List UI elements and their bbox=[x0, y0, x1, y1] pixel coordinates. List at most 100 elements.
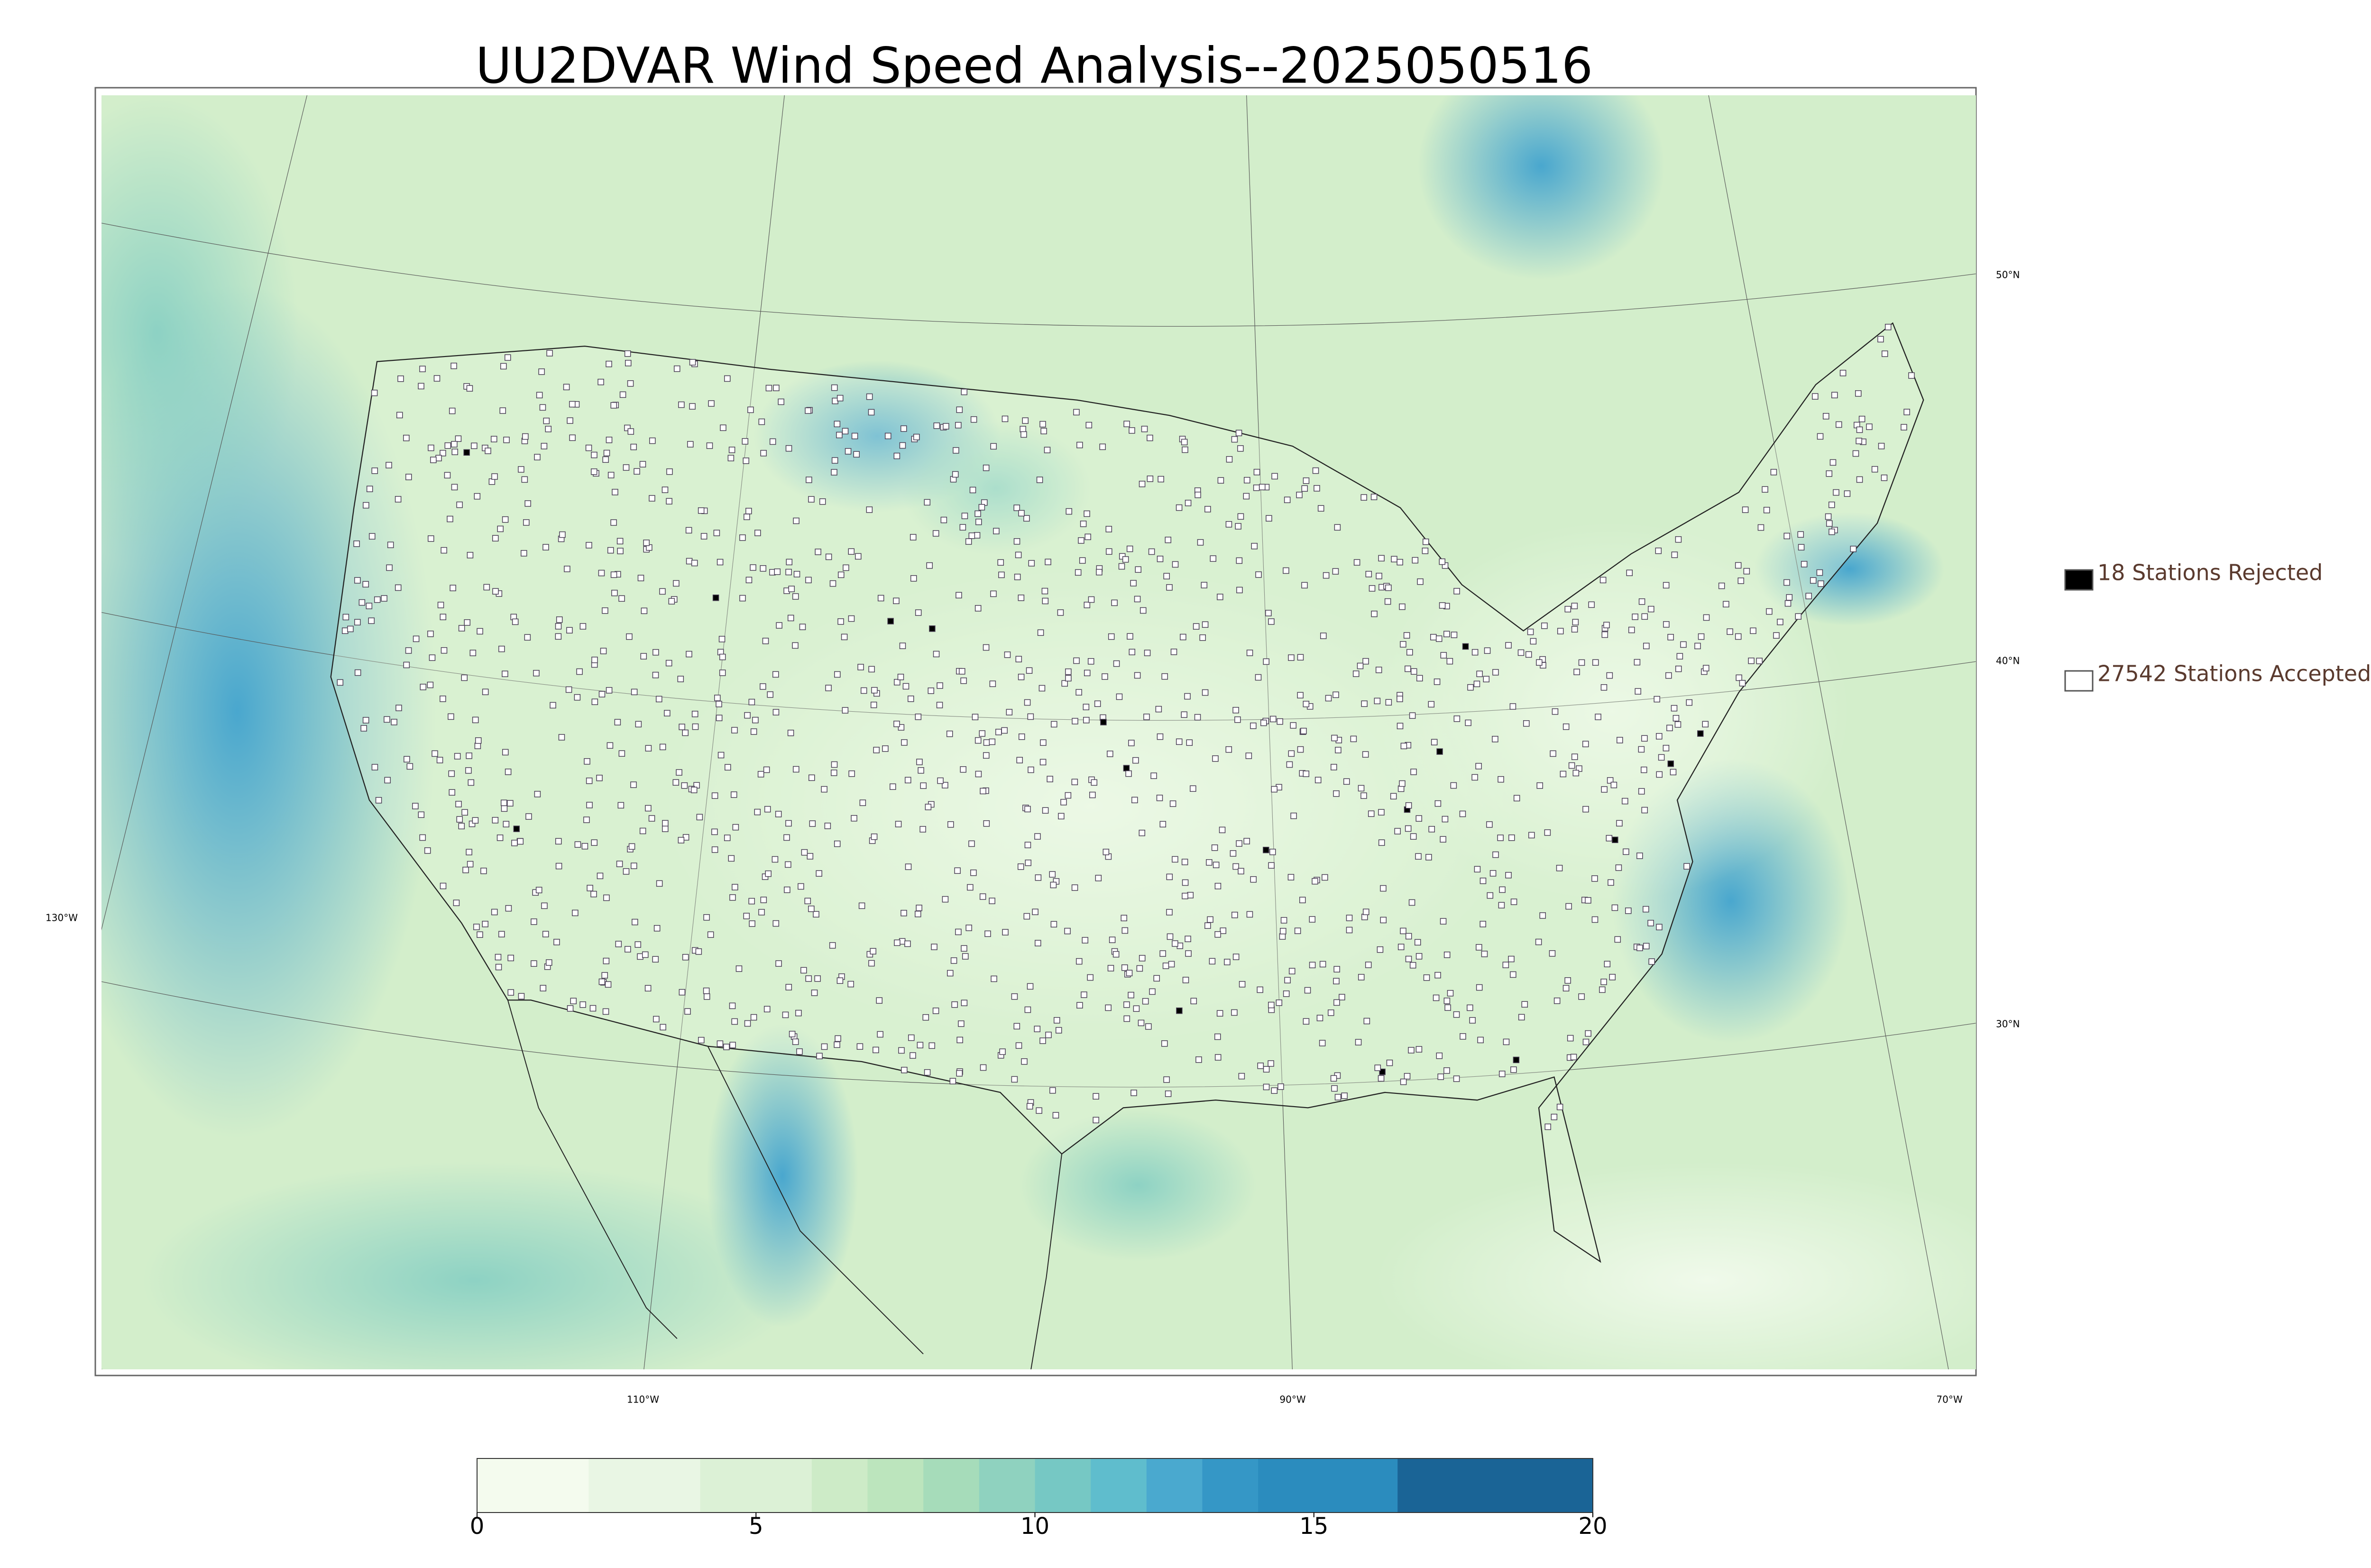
station-marker bbox=[1141, 425, 1148, 432]
station-marker bbox=[974, 605, 982, 612]
station-marker bbox=[962, 953, 969, 960]
station-marker bbox=[717, 1040, 724, 1047]
station-marker bbox=[1816, 569, 1823, 576]
lat-label: 50°N bbox=[1996, 269, 2020, 281]
station-marker bbox=[1368, 810, 1375, 817]
station-marker bbox=[1234, 716, 1241, 723]
station-marker bbox=[924, 1069, 931, 1076]
station-marker bbox=[965, 925, 972, 931]
legend: 18 Stations Rejected 27542 Stations Accep… bbox=[2064, 560, 2371, 692]
station-marker bbox=[877, 595, 884, 602]
station-marker bbox=[1303, 701, 1310, 707]
station-marker bbox=[534, 791, 541, 798]
station-marker bbox=[1453, 1011, 1460, 1018]
station-marker bbox=[1294, 927, 1301, 934]
station-marker bbox=[1374, 697, 1381, 705]
station-marker bbox=[925, 804, 932, 810]
station-marker bbox=[456, 501, 463, 508]
station-marker bbox=[897, 674, 904, 680]
station-marker bbox=[1643, 642, 1650, 650]
station-marker bbox=[762, 638, 769, 644]
station-marker bbox=[724, 375, 731, 382]
station-marker bbox=[1217, 594, 1223, 600]
station-marker bbox=[1166, 873, 1173, 880]
station-marker bbox=[997, 559, 1004, 566]
station-marker bbox=[732, 824, 739, 831]
station-marker bbox=[1839, 369, 1847, 376]
station-marker bbox=[1210, 555, 1216, 562]
station-marker bbox=[1204, 506, 1211, 513]
station-marker bbox=[1024, 699, 1031, 706]
station-marker bbox=[1604, 961, 1611, 967]
station-marker bbox=[555, 838, 562, 845]
station-marker bbox=[1361, 700, 1368, 707]
station-marker bbox=[428, 444, 434, 451]
station-marker bbox=[1436, 748, 1443, 755]
station-marker bbox=[1034, 1026, 1041, 1032]
colorbar-segment bbox=[867, 1458, 924, 1513]
station-marker bbox=[805, 975, 812, 982]
station-marker bbox=[614, 719, 621, 725]
station-marker bbox=[1748, 657, 1755, 664]
station-marker bbox=[687, 441, 694, 448]
station-marker bbox=[440, 696, 446, 702]
station-marker bbox=[1246, 911, 1253, 918]
station-marker bbox=[1544, 1123, 1551, 1130]
station-marker bbox=[440, 449, 446, 457]
station-marker bbox=[745, 508, 752, 514]
station-marker bbox=[895, 821, 902, 827]
station-marker bbox=[1045, 1031, 1052, 1038]
station-marker bbox=[956, 406, 963, 413]
station-marker bbox=[1093, 1117, 1099, 1124]
station-marker bbox=[1015, 656, 1022, 662]
station-marker bbox=[1290, 722, 1296, 729]
station-marker bbox=[531, 918, 537, 925]
station-marker bbox=[1202, 621, 1209, 628]
station-marker bbox=[1082, 937, 1088, 944]
station-marker bbox=[436, 757, 443, 763]
station-marker bbox=[1017, 863, 1024, 870]
station-marker bbox=[1021, 1058, 1028, 1065]
station-marker bbox=[524, 500, 531, 507]
station-marker bbox=[729, 894, 736, 901]
station-marker bbox=[1039, 759, 1047, 766]
station-marker bbox=[1127, 633, 1133, 640]
station-marker bbox=[1149, 988, 1156, 995]
station-marker bbox=[564, 566, 570, 572]
station-marker bbox=[466, 385, 473, 392]
station-marker bbox=[1214, 931, 1221, 938]
station-marker bbox=[834, 840, 841, 847]
station-marker bbox=[1194, 714, 1201, 721]
station-marker bbox=[1408, 899, 1415, 906]
station-marker bbox=[1352, 670, 1360, 677]
station-marker bbox=[437, 602, 444, 608]
station-marker bbox=[1061, 680, 1068, 687]
station-marker bbox=[1400, 927, 1406, 935]
station-marker bbox=[989, 898, 995, 904]
station-marker bbox=[1172, 856, 1178, 863]
colorbar-segment bbox=[477, 1458, 589, 1513]
station-marker bbox=[538, 368, 545, 375]
station-marker bbox=[1076, 441, 1083, 449]
station-marker bbox=[679, 989, 686, 996]
station-marker bbox=[1028, 560, 1035, 567]
station-marker bbox=[970, 869, 977, 876]
station-marker bbox=[728, 855, 735, 862]
station-marker bbox=[742, 438, 749, 445]
station-marker bbox=[1513, 1056, 1520, 1064]
station-marker bbox=[1011, 993, 1018, 1000]
station-marker bbox=[868, 409, 875, 416]
station-marker bbox=[1166, 584, 1173, 591]
station-marker bbox=[809, 820, 816, 827]
station-marker bbox=[908, 696, 914, 702]
station-marker bbox=[1122, 556, 1129, 563]
station-marker bbox=[341, 627, 349, 634]
station-marker bbox=[1277, 718, 1283, 725]
station-marker bbox=[1250, 722, 1257, 729]
station-marker bbox=[1614, 936, 1621, 943]
station-marker bbox=[760, 565, 766, 572]
station-marker bbox=[784, 886, 790, 893]
station-marker bbox=[1616, 820, 1623, 827]
station-marker bbox=[899, 442, 906, 449]
station-marker bbox=[684, 1008, 691, 1015]
